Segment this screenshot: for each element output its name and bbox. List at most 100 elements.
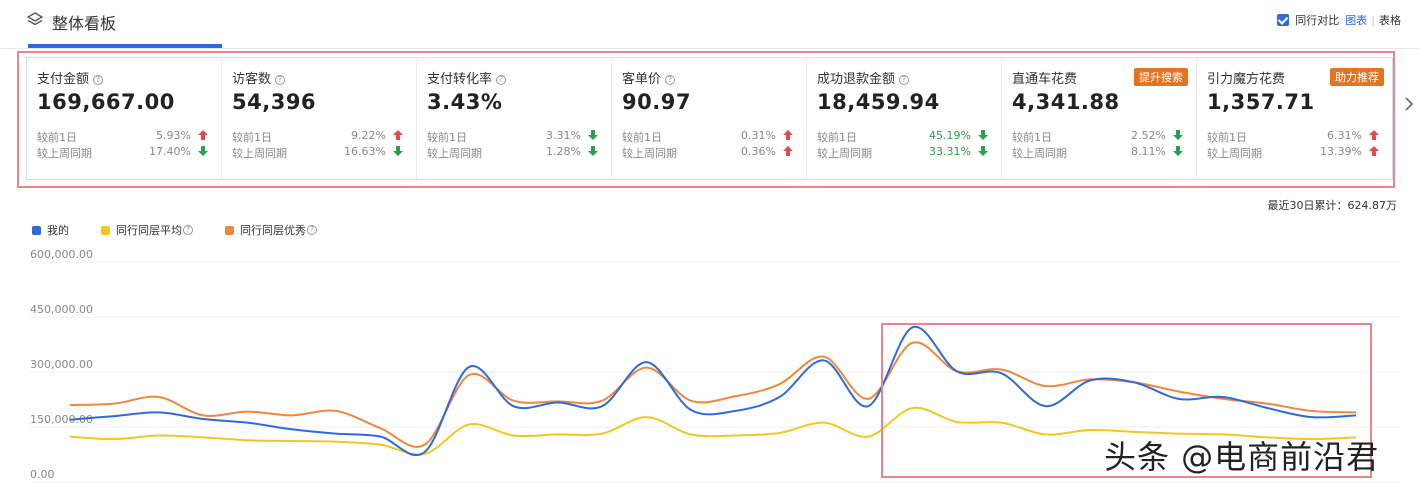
- legend-swatch: [225, 225, 234, 235]
- arrow-up-icon: [1369, 146, 1379, 156]
- metric-value: 54,396: [232, 90, 317, 114]
- header-divider: [0, 48, 1419, 49]
- metric-compare-row: 较上周同期 17.40%: [37, 145, 208, 161]
- compare-percent-value: 8.11%: [1131, 145, 1166, 158]
- arrow-down-icon: [1173, 130, 1183, 140]
- help-icon[interactable]: ?: [93, 74, 104, 85]
- metric-value: 4,341.88: [1012, 90, 1120, 114]
- arrow-up-icon: [783, 130, 793, 140]
- legend-swatch: [101, 225, 110, 235]
- metric-card[interactable]: 支付转化率? 3.43% 较前1日 3.31% 较上周同期 1.28%: [417, 58, 612, 179]
- metrics-highlight-frame: [17, 51, 1395, 188]
- compare-percent: 45.19%: [929, 129, 988, 145]
- compare-percent-value: 6.31%: [1327, 129, 1362, 142]
- metric-compare-row: 较上周同期 16.63%: [232, 145, 403, 161]
- compare-label: 较上周同期: [1012, 147, 1067, 160]
- compare-percent: 6.31%: [1327, 129, 1379, 145]
- compare-label[interactable]: 同行对比: [1295, 14, 1340, 27]
- metric-card[interactable]: 引力魔方花费 助力推荐 1,357.71 较前1日 6.31% 较上周同期 13.39%: [1197, 58, 1392, 179]
- view-separator: |: [1371, 13, 1375, 27]
- metric-card[interactable]: 访客数? 54,396 较前1日 9.22% 较上周同期 16.63%: [222, 58, 417, 179]
- compare-percent: 5.93%: [156, 129, 208, 145]
- metric-value: 1,357.71: [1207, 90, 1315, 114]
- metric-value: 169,667.00: [37, 90, 175, 114]
- compare-percent-value: 9.22%: [351, 129, 386, 142]
- promo-badge-button[interactable]: 提升搜索: [1134, 68, 1188, 86]
- promo-badge-button[interactable]: 助力推荐: [1330, 68, 1384, 86]
- legend-item[interactable]: 我的: [32, 222, 69, 238]
- help-icon[interactable]: ?: [275, 74, 286, 85]
- active-tab-indicator: [28, 44, 222, 48]
- compare-label: 较上周同期: [622, 147, 677, 160]
- metric-card[interactable]: 成功退款金额? 18,459.94 较前1日 45.19% 较上周同期 33.31%: [807, 58, 1002, 179]
- y-tick-label: 450,000.00: [30, 303, 93, 316]
- legend-label: 我的: [47, 224, 69, 237]
- compare-label: 较前1日: [622, 131, 662, 144]
- view-table-link[interactable]: 表格: [1379, 14, 1401, 27]
- compare-percent-value: 2.52%: [1131, 129, 1166, 142]
- legend-item[interactable]: 同行同层优秀?: [225, 222, 317, 238]
- compare-checkbox[interactable]: [1277, 14, 1290, 26]
- chevron-right-icon[interactable]: [1404, 96, 1414, 112]
- legend-label: 同行同层优秀: [240, 224, 306, 237]
- layers-icon: [26, 12, 44, 26]
- y-tick-label: 0.00: [30, 468, 55, 481]
- metric-label-text: 访客数: [232, 72, 272, 87]
- compare-label: 较上周同期: [232, 147, 287, 160]
- metric-label: 直通车花费: [1012, 68, 1077, 87]
- metric-compare-row: 较上周同期 13.39%: [1207, 145, 1379, 161]
- help-icon[interactable]: ?: [183, 225, 193, 235]
- metric-label: 支付转化率?: [427, 68, 507, 87]
- metric-compare-row: 较前1日 6.31%: [1207, 129, 1379, 145]
- metric-compare-row: 较前1日 45.19%: [817, 129, 988, 145]
- compare-percent: 0.36%: [741, 145, 793, 161]
- compare-label: 较前1日: [1207, 131, 1247, 144]
- chart-legend: 我的 同行同层平均? 同行同层优秀?: [32, 222, 349, 238]
- arrow-down-icon: [393, 146, 403, 156]
- arrow-down-icon: [198, 146, 208, 156]
- arrow-up-icon: [198, 130, 208, 140]
- metric-card[interactable]: 直通车花费 提升搜索 4,341.88 较前1日 2.52% 较上周同期 8.11%: [1002, 58, 1197, 179]
- arrow-up-icon: [1369, 130, 1379, 140]
- metric-value: 90.97: [622, 90, 691, 114]
- help-icon[interactable]: ?: [665, 74, 676, 85]
- help-icon[interactable]: ?: [496, 74, 507, 85]
- metric-label-text: 直通车花费: [1012, 72, 1078, 87]
- compare-percent-value: 13.39%: [1320, 145, 1362, 158]
- compare-percent-value: 45.19%: [929, 129, 971, 142]
- series-line[interactable]: [69, 406, 1357, 456]
- metric-card[interactable]: 支付金额? 169,667.00 较前1日 5.93% 较上周同期 17.40%: [27, 58, 222, 179]
- help-icon[interactable]: ?: [899, 74, 910, 85]
- legend-item[interactable]: 同行同层平均?: [101, 222, 193, 238]
- arrow-down-icon: [978, 130, 988, 140]
- series-line[interactable]: [69, 326, 1357, 456]
- metric-compare-row: 较前1日 9.22%: [232, 129, 403, 145]
- cumulative-total: 最近30日累计：624.87万: [1267, 199, 1398, 212]
- trend-chart: 0.00 150,000.00 300,000.00 450,000.00 600,00…: [30, 248, 1400, 483]
- compare-percent-value: 3.31%: [546, 129, 581, 142]
- metric-label: 支付金额?: [37, 68, 104, 87]
- metric-label-text: 支付金额: [37, 72, 90, 87]
- compare-percent-value: 1.28%: [546, 145, 581, 158]
- metric-label-text: 引力魔方花费: [1207, 72, 1286, 87]
- compare-percent: 3.31%: [546, 129, 598, 145]
- metric-label-text: 支付转化率: [427, 72, 493, 87]
- watermark-text: 头条 @电商前沿君: [1104, 438, 1380, 476]
- compare-percent: 0.31%: [741, 129, 793, 145]
- metric-compare-row: 较上周同期 33.31%: [817, 145, 988, 161]
- metric-compare-row: 较前1日 3.31%: [427, 129, 598, 145]
- view-chart-link[interactable]: 图表: [1345, 14, 1368, 27]
- help-icon[interactable]: ?: [307, 225, 317, 235]
- compare-label: 较上周同期: [427, 147, 482, 160]
- compare-percent: 1.28%: [546, 145, 598, 161]
- metric-value: 18,459.94: [817, 90, 940, 114]
- compare-percent: 8.11%: [1131, 145, 1183, 161]
- compare-percent: 33.31%: [929, 145, 988, 161]
- legend-label: 同行同层平均: [116, 224, 182, 237]
- metric-card[interactable]: 客单价? 90.97 较前1日 0.31% 较上周同期 0.36%: [612, 58, 807, 179]
- header-controls: 同行对比 图表 | 表格: [1277, 12, 1401, 28]
- compare-percent: 16.63%: [344, 145, 403, 161]
- legend-swatch: [32, 225, 41, 235]
- metric-compare-row: 较上周同期 0.36%: [622, 145, 793, 161]
- compare-percent-value: 0.31%: [741, 129, 776, 142]
